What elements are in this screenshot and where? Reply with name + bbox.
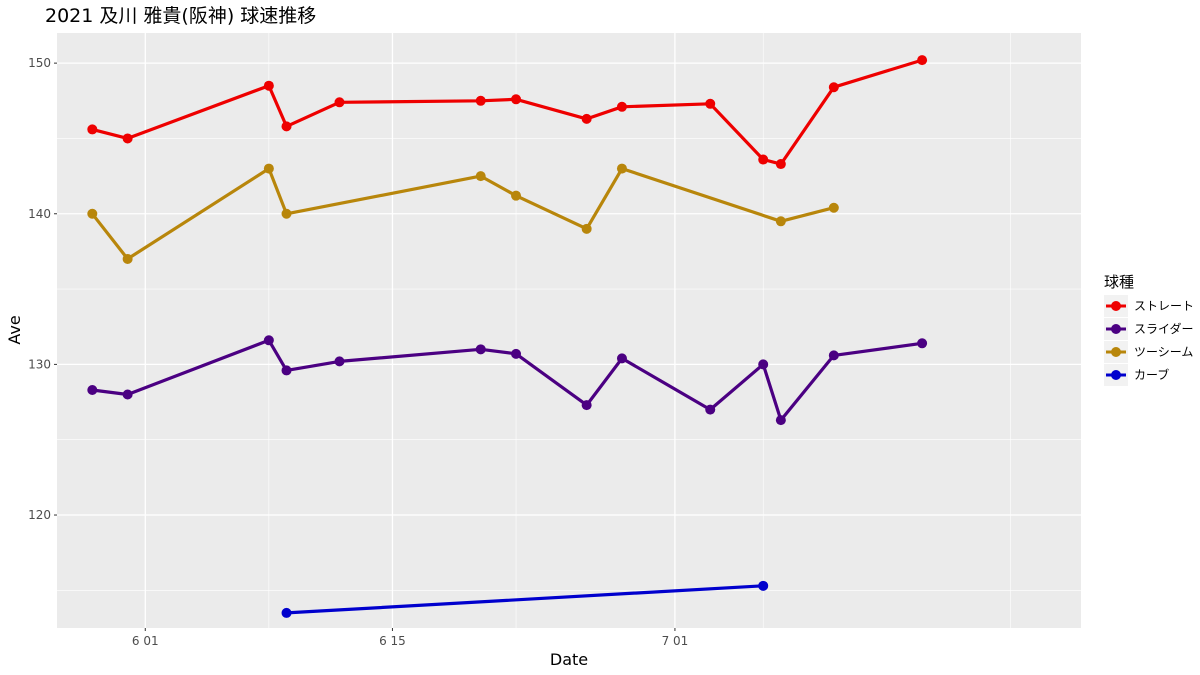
legend-item: ストレート xyxy=(1104,295,1194,317)
data-point xyxy=(263,80,274,91)
data-point xyxy=(775,159,786,170)
data-point xyxy=(334,356,345,367)
legend-item: スライダー xyxy=(1104,318,1194,340)
data-point xyxy=(917,338,928,349)
data-point xyxy=(758,359,769,370)
legend-label: カーブ xyxy=(1134,367,1169,382)
data-point xyxy=(775,415,786,426)
series-1 xyxy=(87,55,928,170)
x-axis-title: Date xyxy=(550,650,588,669)
y-tick-label: 140 xyxy=(28,207,51,221)
data-point xyxy=(511,348,522,359)
data-point xyxy=(581,223,592,234)
data-point xyxy=(475,171,486,182)
x-tick-label: 6 01 xyxy=(132,634,159,648)
data-point xyxy=(87,124,98,135)
legend-item: ツーシーム xyxy=(1104,341,1193,363)
data-point xyxy=(87,385,98,395)
legend-label: ストレート xyxy=(1134,299,1194,313)
data-point xyxy=(758,580,769,591)
series-4 xyxy=(281,580,769,618)
x-tick-label: 6 15 xyxy=(379,634,406,648)
legend-label: ツーシーム xyxy=(1134,345,1193,359)
data-point xyxy=(281,607,292,618)
data-point xyxy=(758,154,769,165)
series-line xyxy=(284,584,765,615)
data-point xyxy=(281,208,292,219)
data-point xyxy=(475,344,486,355)
data-point xyxy=(511,190,522,201)
plot-panel xyxy=(57,33,1081,628)
legend-key-point xyxy=(1111,324,1121,334)
data-point xyxy=(705,98,716,109)
data-point xyxy=(281,365,292,376)
data-point xyxy=(616,101,627,112)
grid xyxy=(57,33,1081,628)
chart-title: 2021 及川 雅貴(阪神) 球速推移 xyxy=(45,5,316,27)
series-layer xyxy=(87,55,928,618)
data-point xyxy=(475,95,486,106)
legend-key-point xyxy=(1111,301,1121,311)
data-point xyxy=(705,404,716,415)
legend-item: カーブ xyxy=(1104,364,1169,386)
data-point xyxy=(616,163,627,174)
data-point xyxy=(581,113,592,124)
legend-key-point xyxy=(1111,347,1121,357)
x-axis-ticks: 6 01 6 15 7 01 xyxy=(132,628,688,648)
data-point xyxy=(281,121,292,132)
data-point xyxy=(263,163,274,174)
data-point xyxy=(616,353,627,364)
data-point xyxy=(334,97,345,108)
legend-title: 球種 xyxy=(1104,273,1134,291)
series-line xyxy=(90,338,924,422)
data-point xyxy=(122,133,133,144)
data-point xyxy=(263,335,274,346)
series-line xyxy=(90,167,836,261)
data-point xyxy=(511,94,522,105)
x-tick-label: 7 01 xyxy=(662,634,689,648)
data-point xyxy=(828,350,839,361)
data-point xyxy=(581,400,592,411)
y-axis-title: Ave xyxy=(5,315,24,344)
legend-key-point xyxy=(1111,370,1121,380)
y-tick-label: 120 xyxy=(28,508,51,522)
data-point xyxy=(828,82,839,93)
data-point xyxy=(917,55,928,66)
series-2 xyxy=(87,335,928,426)
y-tick-label: 130 xyxy=(28,357,51,371)
legend-label: スライダー xyxy=(1134,321,1194,336)
y-tick-label: 150 xyxy=(28,56,51,70)
data-point xyxy=(775,216,786,227)
data-point xyxy=(87,208,98,219)
data-point xyxy=(122,253,133,264)
data-point xyxy=(122,389,133,400)
series-3 xyxy=(87,163,839,264)
y-axis-ticks: 120 130 140 150 xyxy=(28,56,57,522)
data-point xyxy=(828,202,839,213)
